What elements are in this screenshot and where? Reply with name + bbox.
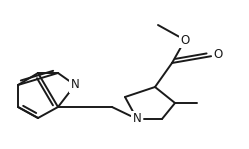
Text: N: N <box>133 112 141 125</box>
Text: O: O <box>180 34 190 46</box>
Text: N: N <box>71 79 79 91</box>
Text: O: O <box>213 49 223 62</box>
